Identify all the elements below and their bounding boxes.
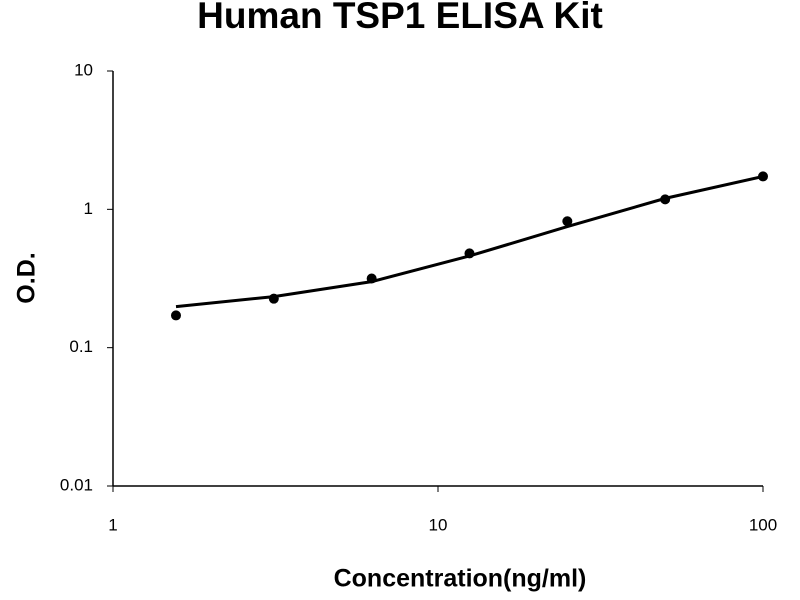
y-tick-label: 10 <box>74 60 93 79</box>
y-axis-label: O.D. <box>13 252 41 303</box>
y-tick-label: 1 <box>84 199 93 218</box>
data-point <box>170 310 181 321</box>
fit-curve <box>175 174 764 309</box>
x-tick-label: 10 <box>429 515 448 534</box>
x-tick-label: 1 <box>108 515 117 534</box>
data-point <box>562 216 573 227</box>
x-axis-label: Concentration(ng/ml) <box>334 565 587 593</box>
chart-title: Human TSP1 ELISA Kit <box>197 0 603 36</box>
x-tick-label: 100 <box>749 515 777 534</box>
y-tick-label: 0.01 <box>60 475 93 494</box>
y-tick-label: 0.1 <box>69 337 93 356</box>
